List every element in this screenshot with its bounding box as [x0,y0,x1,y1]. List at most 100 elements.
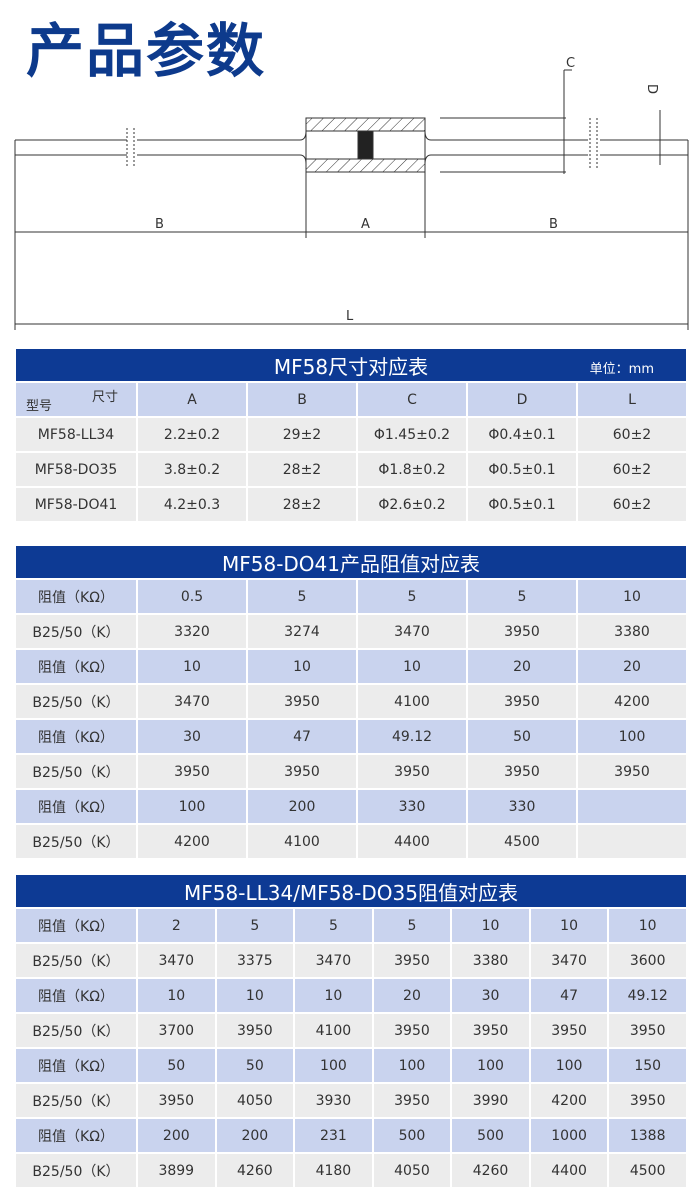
table-cell: 3950 [136,1082,217,1119]
table-cell: 3470 [136,683,248,720]
table-cell: 10 [450,907,531,944]
table-cell: 4400 [356,823,468,860]
table-cell: 3950 [450,1012,531,1049]
table-cell: 60±2 [576,416,688,453]
resistor-dimension-diagram: B A B L C D [14,56,689,330]
table-row: B25/50（K） 3700 3950 4100 3950 3950 3950 3950 [14,1012,688,1049]
corner-top-label: 尺寸 [91,390,118,405]
table-cell: 3470 [528,942,610,979]
do41-resistance-table: MF58-DO41产品阻值对应表 阻值（KΩ） 0.5 5 5 5 10 B25/50（K）… [14,544,688,860]
size-table-title: MF58尺寸对应表 [273,354,429,379]
table-cell: 3950 [607,1012,688,1049]
ll34-do35-resistance-table: MF58-LL34/MF58-DO35阻值对应表 阻值（KΩ） 2 5 5 5 10 10 1… [14,873,688,1189]
table-cell: 3950 [371,1082,453,1119]
table-cell: 4100 [356,683,468,720]
table-cell: 10 [356,648,468,685]
table-cell: Φ0.4±0.1 [466,416,578,453]
table-cell: B25/50（K） [14,683,138,720]
table-cell: 2.2±0.2 [136,416,248,453]
table-cell: B25/50（K） [14,1152,138,1189]
table-row: 阻值（KΩ） 0.5 5 5 5 10 [14,578,688,615]
table-cell: B25/50（K） [14,1082,138,1119]
table-row: MF58-DO35 3.8±0.2 28±2 Φ1.8±0.2 Φ0.5±0.1 60±2 [14,451,688,488]
table-cell: MF58-DO41 [14,486,138,523]
dimension-lines [14,155,689,330]
table-cell: 4050 [371,1152,453,1189]
label-b-right: B [549,217,558,232]
table-cell: 60±2 [576,486,688,523]
table-cell: 4500 [607,1152,688,1189]
table-cell: 100 [528,1047,610,1084]
ll34-table-title: MF58-LL34/MF58-DO35阻值对应表 [14,873,688,909]
table-cell: 100 [371,1047,453,1084]
table-cell: 10 [246,648,358,685]
table-cell: 10 [136,977,217,1014]
table-cell: 47 [528,977,610,1014]
table-row: B25/50（K） 3470 3375 3470 3950 3380 3470 3600 [14,942,688,979]
label-l: L [346,309,354,324]
table-cell: 100 [450,1047,531,1084]
label-d: D [644,84,659,94]
table-cell: 3950 [214,1012,296,1049]
table-cell: 3950 [466,753,578,790]
table-cell: 10 [214,977,296,1014]
table-cell: 3700 [136,1012,217,1049]
table-cell: 4260 [450,1152,531,1189]
table-cell: Φ1.45±0.2 [356,416,468,453]
table-cell: 28±2 [246,486,358,523]
corner-cell: 尺寸型号 [14,381,138,418]
table-cell: 4260 [214,1152,296,1189]
table-cell: 100 [136,788,248,825]
table-cell: 28±2 [246,451,358,488]
table-cell: 1000 [528,1117,610,1154]
table-row: B25/50（K） 3320 3274 3470 3950 3380 [14,613,688,650]
label-b-left: B [155,217,164,232]
table-cell: 10 [607,907,688,944]
unit-label: 单位：mm [589,362,654,377]
table-cell: Φ1.8±0.2 [356,451,468,488]
table-cell: 231 [293,1117,374,1154]
table-cell: 0.5 [136,578,248,615]
label-a: A [361,217,370,232]
table-cell: 30 [136,718,248,755]
table-cell: 3380 [576,613,688,650]
table-row: B25/50（K） 3899 4260 4180 4050 4260 4400 4500 [14,1152,688,1189]
table-cell: 50 [136,1047,217,1084]
table-cell: 3470 [136,942,217,979]
table-row: 阻值（KΩ） 2 5 5 5 10 10 10 [14,907,688,944]
table-cell: 阻值（KΩ） [14,977,138,1014]
table-cell: 4100 [293,1012,374,1049]
table-cell: 3930 [293,1082,374,1119]
table-cell: 5 [466,578,578,615]
lead-right [431,118,689,168]
table-cell: 20 [466,648,578,685]
table-cell: 4200 [576,683,688,720]
label-c: C [566,56,575,71]
dimension-c [440,69,572,174]
table-cell: 3470 [293,942,374,979]
table-cell: 100 [293,1047,374,1084]
table-cell: 5 [246,578,358,615]
table-cell: Φ2.6±0.2 [356,486,468,523]
table-cell: B25/50（K） [14,753,138,790]
table-cell: 30 [450,977,531,1014]
table-cell: B25/50（K） [14,613,138,650]
table-cell: 4.2±0.3 [136,486,248,523]
column-header: C [356,381,468,418]
table-row: 阻值（KΩ） 200 200 231 500 500 1000 1388 [14,1117,688,1154]
table-cell: 阻值（KΩ） [14,648,138,685]
corner-bottom-label: 型号 [26,399,53,414]
table-cell: 500 [371,1117,453,1154]
table-cell: 3950 [136,753,248,790]
table-cell: 60±2 [576,451,688,488]
table-cell: 3950 [356,753,468,790]
table-row: B25/50（K） 4200 4100 4400 4500 [14,823,688,860]
lead-left [14,128,300,168]
table-cell: 4400 [528,1152,610,1189]
table-cell: 3950 [371,1012,453,1049]
table-cell: 1388 [607,1117,688,1154]
table-row: 阻值（KΩ） 10 10 10 20 30 47 49.12 [14,977,688,1014]
table-cell [576,788,688,825]
table-cell: 4500 [466,823,578,860]
do41-table-title: MF58-DO41产品阻值对应表 [14,544,688,580]
